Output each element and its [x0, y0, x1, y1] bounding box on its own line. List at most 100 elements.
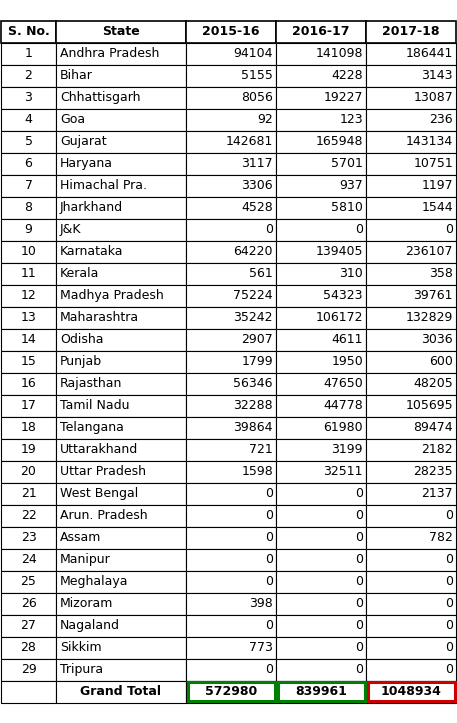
Bar	[1, 526, 56, 549]
Bar	[1, 197, 56, 218]
Bar	[276, 461, 366, 482]
Text: 141098: 141098	[315, 47, 363, 60]
Text: 39864: 39864	[234, 421, 273, 434]
Bar	[56, 570, 186, 593]
Bar	[186, 262, 276, 284]
Bar	[56, 174, 186, 197]
Bar	[56, 130, 186, 153]
Bar	[276, 307, 366, 328]
Bar	[366, 570, 456, 593]
Bar	[186, 570, 276, 593]
Bar	[1, 659, 56, 680]
Bar	[56, 593, 186, 615]
Text: 3036: 3036	[421, 333, 453, 346]
Bar	[56, 659, 186, 680]
Bar	[1, 20, 56, 43]
Bar	[56, 130, 186, 153]
Text: 123: 123	[340, 113, 363, 126]
Bar	[276, 328, 366, 351]
Text: 13: 13	[21, 311, 37, 324]
Bar	[366, 395, 456, 416]
Text: 16: 16	[21, 377, 37, 390]
Bar	[1, 636, 56, 659]
Text: 24: 24	[21, 553, 37, 566]
Bar	[276, 108, 366, 130]
Bar	[186, 526, 276, 549]
Bar	[366, 659, 456, 680]
Bar	[56, 153, 186, 174]
Bar	[56, 197, 186, 218]
Bar	[366, 680, 456, 703]
Text: 0: 0	[445, 575, 453, 588]
Bar	[366, 262, 456, 284]
Bar	[276, 439, 366, 461]
Bar	[366, 461, 456, 482]
Bar	[366, 197, 456, 218]
Bar	[276, 680, 366, 703]
Bar	[366, 20, 456, 43]
Bar	[276, 351, 366, 372]
Bar	[1, 416, 56, 439]
Text: 3117: 3117	[241, 157, 273, 170]
Bar	[186, 262, 276, 284]
Bar	[1, 526, 56, 549]
Text: Karnataka: Karnataka	[60, 245, 123, 258]
Bar	[186, 284, 276, 307]
Bar	[56, 328, 186, 351]
Text: 0: 0	[355, 575, 363, 588]
Text: 2: 2	[25, 69, 32, 82]
Bar	[366, 416, 456, 439]
Bar	[186, 197, 276, 218]
Text: Andhra Pradesh: Andhra Pradesh	[60, 47, 159, 60]
Bar	[1, 174, 56, 197]
Text: Nagaland: Nagaland	[60, 619, 120, 632]
Bar	[276, 241, 366, 262]
Text: 142681: 142681	[226, 135, 273, 148]
Bar	[366, 659, 456, 680]
Bar	[366, 87, 456, 108]
Bar	[366, 439, 456, 461]
Bar	[56, 680, 186, 703]
Bar	[1, 615, 56, 636]
Bar	[186, 351, 276, 372]
Bar	[1, 680, 56, 703]
Bar	[276, 526, 366, 549]
Bar	[366, 87, 456, 108]
Bar	[186, 284, 276, 307]
Bar	[1, 395, 56, 416]
Bar	[186, 395, 276, 416]
Bar	[56, 526, 186, 549]
Text: 0: 0	[265, 509, 273, 522]
Text: 236: 236	[430, 113, 453, 126]
Bar	[186, 461, 276, 482]
Text: 3: 3	[25, 91, 32, 104]
Text: 132829: 132829	[406, 311, 453, 324]
Bar	[276, 64, 366, 87]
Bar	[1, 461, 56, 482]
Bar	[56, 372, 186, 395]
Text: Punjab: Punjab	[60, 355, 102, 368]
Bar	[186, 328, 276, 351]
Text: 572980: 572980	[205, 685, 257, 698]
Bar	[56, 20, 186, 43]
Text: 22: 22	[21, 509, 37, 522]
Text: 48205: 48205	[413, 377, 453, 390]
Text: 839961: 839961	[295, 685, 347, 698]
Bar	[56, 505, 186, 526]
Text: 0: 0	[265, 223, 273, 236]
Text: 773: 773	[249, 641, 273, 654]
Bar	[366, 64, 456, 87]
Bar	[56, 64, 186, 87]
Bar	[186, 218, 276, 241]
Text: 29: 29	[21, 663, 37, 676]
Text: 5155: 5155	[241, 69, 273, 82]
Bar	[56, 680, 186, 703]
Bar	[1, 482, 56, 505]
Bar	[276, 593, 366, 615]
Text: 0: 0	[355, 641, 363, 654]
Text: 0: 0	[445, 641, 453, 654]
Text: 398: 398	[249, 597, 273, 610]
Bar	[276, 262, 366, 284]
Text: 28235: 28235	[414, 465, 453, 478]
Bar	[56, 262, 186, 284]
